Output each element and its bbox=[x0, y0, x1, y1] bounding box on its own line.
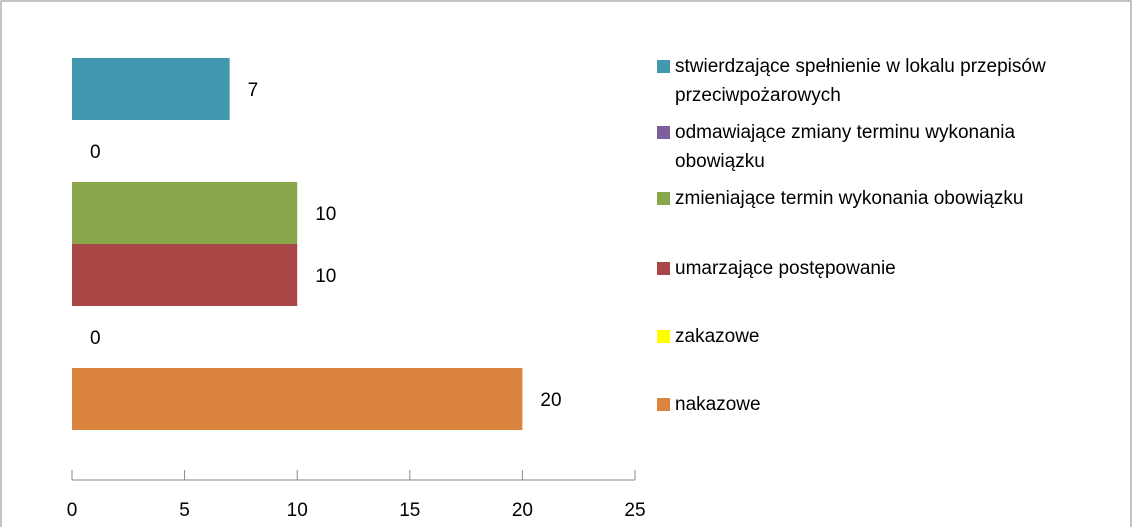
legend-entry: nakazowe bbox=[657, 390, 1065, 419]
x-tick-label: 5 bbox=[179, 500, 190, 521]
legend-label: nakazowe bbox=[675, 394, 761, 415]
data-label: 20 bbox=[540, 390, 561, 411]
legend-entry: zmieniające termin wykonania obowiązku bbox=[657, 184, 1065, 213]
legend-swatch bbox=[657, 192, 670, 205]
legend-entry: odmawiające zmiany terminu wykonania obo… bbox=[657, 118, 1065, 176]
data-label: 7 bbox=[248, 80, 259, 101]
legend-swatch bbox=[657, 60, 670, 73]
bar bbox=[72, 182, 298, 244]
bar bbox=[72, 244, 298, 306]
legend-label: stwierdzające spełnienie w lokalu przepi… bbox=[675, 56, 1046, 106]
legend-swatch bbox=[657, 398, 670, 411]
legend-swatch bbox=[657, 126, 670, 139]
data-label: 10 bbox=[315, 266, 336, 287]
legend-label: zakazowe bbox=[675, 326, 760, 347]
bar bbox=[72, 58, 230, 120]
data-label: 0 bbox=[90, 328, 101, 349]
legend-entry: zakazowe bbox=[657, 322, 1065, 351]
legend-label: zmieniające termin wykonania obowiązku bbox=[675, 188, 1024, 209]
data-label: 10 bbox=[315, 204, 336, 225]
x-tick-label: 10 bbox=[287, 500, 308, 521]
legend-entry: umarzające postępowanie bbox=[657, 254, 1065, 283]
bar bbox=[72, 368, 523, 430]
x-tick-label: 15 bbox=[399, 500, 420, 521]
legend-swatch bbox=[657, 262, 670, 275]
x-tick-label: 20 bbox=[512, 500, 533, 521]
legend-swatch bbox=[657, 330, 670, 343]
x-tick-label: 0 bbox=[67, 500, 78, 521]
data-label: 0 bbox=[90, 142, 101, 163]
legend-entry: stwierdzające spełnienie w lokalu przepi… bbox=[657, 52, 1065, 110]
legend-label: odmawiające zmiany terminu wykonania obo… bbox=[675, 122, 1016, 172]
legend-label: umarzające postępowanie bbox=[675, 258, 896, 279]
x-tick-label: 25 bbox=[624, 500, 645, 521]
